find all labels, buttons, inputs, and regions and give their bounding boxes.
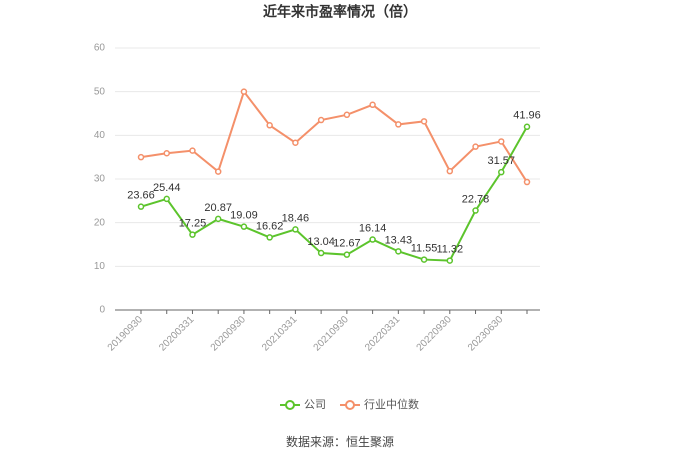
y-tick-label: 0 — [99, 305, 105, 316]
data-label: 18.46 — [282, 212, 310, 224]
data-label: 17.25 — [179, 218, 207, 230]
series-line — [140, 126, 528, 262]
data-label: 20.87 — [204, 202, 232, 214]
data-point — [395, 248, 402, 255]
data-point — [292, 139, 299, 147]
data-point — [446, 167, 454, 175]
data-point — [240, 88, 248, 95]
legend-marker — [285, 400, 295, 410]
data-point — [343, 111, 351, 119]
data-label: 25.44 — [153, 182, 181, 194]
chart-title: 近年来市盈率情况（倍） — [263, 4, 417, 20]
y-tick-label: 10 — [94, 261, 106, 272]
x-tick-label: 20190930 — [106, 314, 146, 354]
data-point — [472, 143, 479, 150]
data-label: 13.43 — [385, 234, 413, 246]
data-point — [214, 215, 222, 223]
source-note: 数据来源：恒生聚源 — [286, 434, 394, 449]
data-point — [189, 231, 196, 238]
legend-marker — [345, 400, 355, 410]
x-tick-label: 20200930 — [209, 314, 249, 354]
x-tick-label: 20210331 — [260, 314, 300, 354]
data-point — [163, 149, 170, 157]
x-tick-label: 20220331 — [363, 314, 403, 354]
data-label: 11.32 — [436, 243, 463, 255]
data-point — [317, 249, 325, 257]
x-tick-label: 20200331 — [157, 314, 197, 354]
y-tick-label: 30 — [94, 174, 106, 185]
x-tick-label: 20220930 — [415, 314, 455, 354]
data-label: 12.67 — [333, 238, 361, 250]
y-tick-label: 20 — [94, 217, 106, 228]
series-line — [140, 89, 528, 183]
data-point — [446, 257, 454, 264]
data-label: 41.96 — [513, 110, 541, 122]
legend-label: 行业中位数 — [364, 397, 419, 411]
data-point — [420, 118, 428, 125]
data-point — [317, 116, 325, 124]
data-point — [343, 251, 351, 258]
data-label: 13.04 — [307, 236, 335, 248]
y-tick-label: 50 — [94, 86, 106, 97]
data-label: 19.09 — [230, 210, 258, 222]
data-point — [214, 168, 222, 175]
x-tick-label: 20230630 — [466, 314, 506, 354]
data-point — [523, 123, 531, 131]
x-tick-label: 20210930 — [312, 314, 352, 354]
data-label: 11.55 — [411, 242, 438, 254]
data-point — [266, 234, 273, 241]
data-point — [498, 138, 505, 145]
data-label: 23.66 — [127, 190, 155, 202]
data-point — [420, 256, 428, 263]
data-point — [189, 147, 196, 154]
data-label: 22.78 — [462, 193, 490, 205]
data-point — [395, 121, 402, 128]
legend-label: 公司 — [304, 399, 326, 411]
legend-item[interactable]: 公司 — [280, 399, 326, 411]
data-point — [137, 153, 145, 161]
y-tick-label: 60 — [94, 43, 106, 54]
data-point — [137, 203, 145, 210]
data-point — [369, 101, 376, 109]
data-label: 16.14 — [359, 222, 387, 234]
data-point — [292, 226, 299, 233]
data-label: 16.62 — [256, 220, 284, 232]
data-point — [498, 168, 505, 176]
data-point — [163, 195, 170, 203]
data-label: 31.57 — [488, 155, 516, 167]
data-point — [240, 223, 248, 230]
data-point — [523, 178, 531, 186]
data-point — [472, 207, 479, 214]
y-tick-label: 40 — [94, 130, 106, 141]
legend-item[interactable]: 行业中位数 — [340, 397, 419, 411]
data-point — [369, 236, 376, 243]
data-point — [266, 122, 273, 129]
